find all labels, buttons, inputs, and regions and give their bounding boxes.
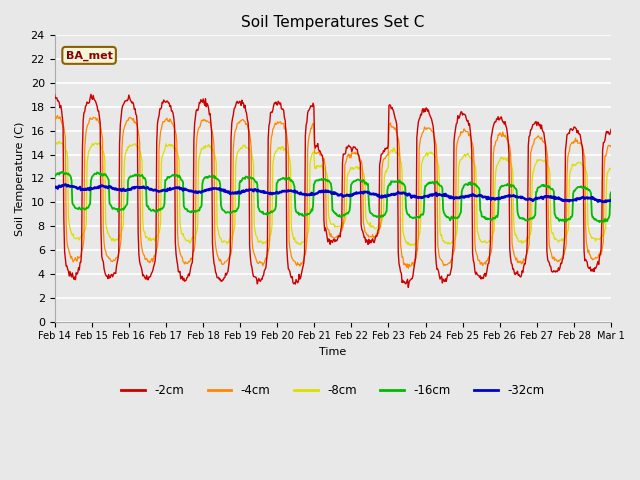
Text: BA_met: BA_met: [66, 50, 113, 60]
Legend: -2cm, -4cm, -8cm, -16cm, -32cm: -2cm, -4cm, -8cm, -16cm, -32cm: [116, 379, 549, 402]
Y-axis label: Soil Temperature (C): Soil Temperature (C): [15, 121, 25, 236]
X-axis label: Time: Time: [319, 347, 346, 357]
Title: Soil Temperatures Set C: Soil Temperatures Set C: [241, 15, 424, 30]
